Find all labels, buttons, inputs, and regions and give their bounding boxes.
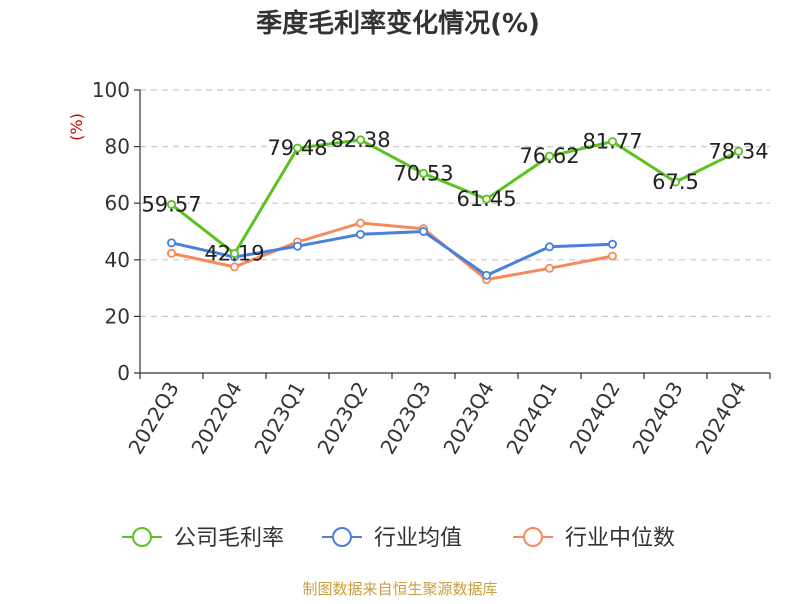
data-point bbox=[355, 135, 365, 145]
x-tick-label: 2024Q3 bbox=[627, 378, 687, 459]
legend-label: 行业均值 bbox=[374, 526, 462, 551]
data-point bbox=[292, 143, 302, 153]
data-point bbox=[355, 218, 365, 228]
legend-swatch-marker bbox=[132, 527, 152, 547]
data-label: 67.5 bbox=[652, 170, 699, 194]
data-point bbox=[418, 168, 428, 178]
legend-swatch-marker bbox=[523, 527, 543, 547]
y-tick-label: 80 bbox=[105, 135, 130, 159]
data-point bbox=[418, 226, 428, 236]
y-tick-label: 0 bbox=[117, 361, 130, 385]
x-tick-labels: 2022Q3 2022Q4 2023Q1 2023Q2 2023Q3 2023Q4 2024… bbox=[123, 378, 750, 459]
x-tick-label: 2023Q2 bbox=[312, 378, 372, 459]
data-label: 59.57 bbox=[141, 192, 201, 216]
data-point bbox=[292, 241, 302, 251]
y-tick-label: 100 bbox=[92, 78, 130, 102]
data-point bbox=[608, 137, 618, 147]
data-point bbox=[608, 251, 618, 261]
legend[interactable]: 公司毛利率 行业均值 行业中位数 bbox=[122, 526, 675, 551]
axes bbox=[134, 89, 771, 379]
data-point bbox=[671, 177, 681, 187]
data-label: 81.77 bbox=[582, 130, 642, 154]
data-label: 42.19 bbox=[204, 242, 264, 266]
x-tick-label: 2024Q1 bbox=[501, 378, 561, 459]
x-tick-label: 2022Q4 bbox=[186, 378, 246, 459]
data-point bbox=[229, 262, 239, 272]
source-note: 制图数据来自恒生聚源数据库 bbox=[302, 580, 497, 598]
x-tick-label: 2024Q4 bbox=[690, 378, 750, 459]
data-label: 82.38 bbox=[330, 128, 390, 152]
data-point bbox=[229, 249, 239, 259]
data-point bbox=[355, 229, 365, 239]
legend-swatch-marker bbox=[332, 527, 352, 547]
series-layer bbox=[166, 135, 744, 285]
series-line bbox=[170, 138, 740, 256]
data-point bbox=[166, 199, 176, 209]
grid-lines bbox=[140, 89, 770, 317]
data-point bbox=[545, 151, 555, 161]
y-tick-label: 20 bbox=[105, 304, 130, 328]
x-tick-label: 2023Q3 bbox=[375, 378, 435, 459]
legend-label: 公司毛利率 bbox=[174, 526, 284, 551]
legend-item[interactable]: 行业中位数 bbox=[513, 526, 675, 551]
series-line bbox=[171, 230, 613, 277]
y-tick-labels: 0 20 40 60 80 100 bbox=[92, 78, 130, 385]
series-line bbox=[171, 221, 613, 282]
data-point bbox=[481, 270, 491, 280]
data-labels: 59.57 42.19 79.48 82.3870.5361.4576.6281.77… bbox=[141, 128, 768, 266]
data-point bbox=[608, 239, 618, 249]
x-tick-label: 2024Q2 bbox=[564, 378, 624, 459]
data-label: 78.34 bbox=[708, 139, 768, 163]
data-point bbox=[545, 263, 555, 273]
data-point bbox=[545, 242, 555, 252]
legend-item[interactable]: 公司毛利率 bbox=[122, 526, 284, 551]
legend-item[interactable]: 行业均值 bbox=[322, 526, 462, 551]
y-axis-label: (%) bbox=[67, 113, 86, 141]
chart-title: 季度毛利率变化情况(%) bbox=[256, 8, 540, 39]
x-tick-label: 2023Q1 bbox=[249, 378, 309, 459]
data-point bbox=[734, 146, 744, 156]
y-tick-label: 40 bbox=[105, 248, 130, 272]
data-point bbox=[166, 248, 176, 258]
x-tick-label: 2022Q3 bbox=[123, 378, 183, 459]
x-tick-label: 2023Q4 bbox=[438, 378, 498, 459]
data-label: 76.62 bbox=[519, 144, 579, 168]
data-label: 79.48 bbox=[267, 136, 327, 160]
data-point bbox=[481, 194, 491, 204]
data-label: 61.45 bbox=[456, 187, 516, 211]
data-label: 70.53 bbox=[393, 161, 453, 185]
y-tick-label: 60 bbox=[105, 191, 130, 215]
data-point bbox=[166, 238, 176, 248]
legend-label: 行业中位数 bbox=[565, 526, 675, 551]
